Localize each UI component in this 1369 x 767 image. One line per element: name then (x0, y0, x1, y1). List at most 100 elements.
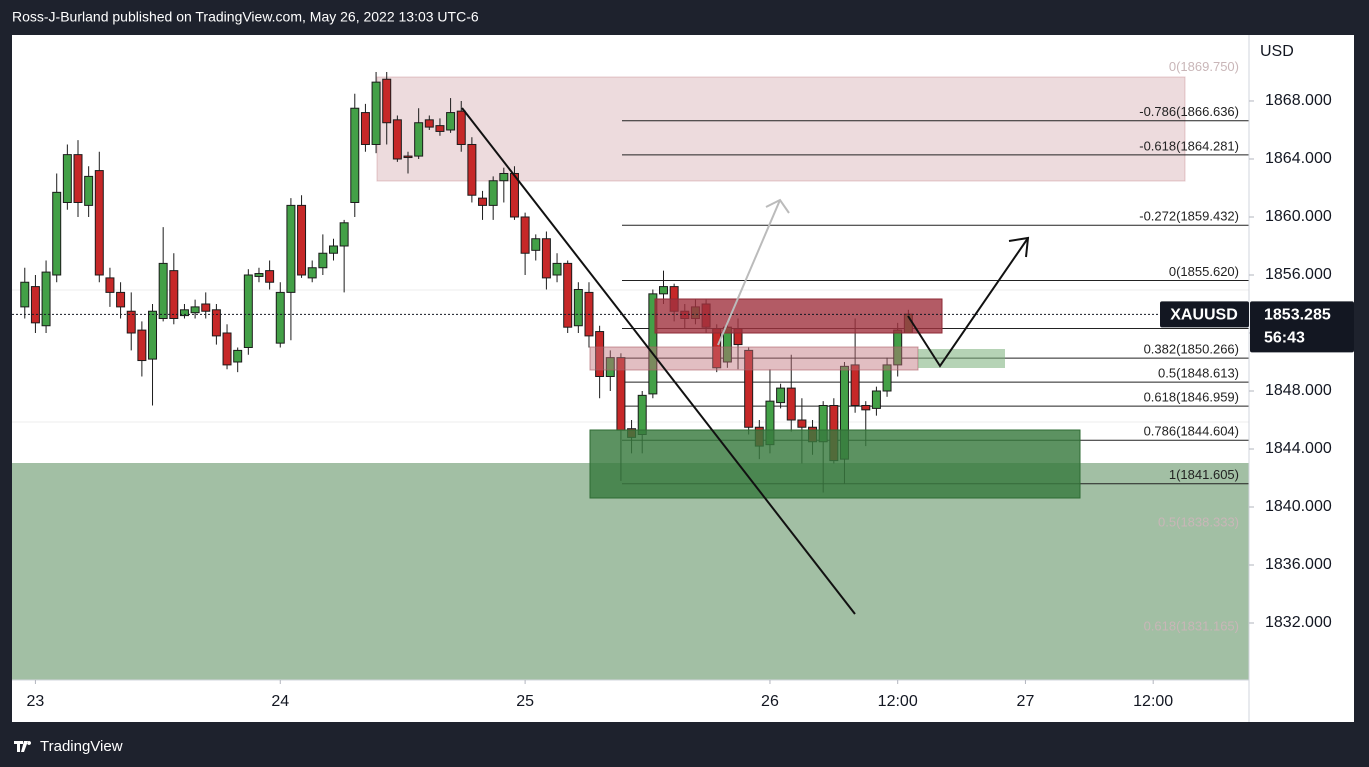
supply-box (654, 298, 943, 334)
candle-body (94, 170, 104, 276)
candle-body (116, 291, 126, 308)
candle-body (211, 309, 221, 337)
candle-body (286, 204, 296, 293)
candle-body (243, 274, 253, 348)
y-tick-label: 1840.000 (1265, 498, 1332, 515)
candle-body (424, 119, 434, 128)
candle-body (414, 122, 424, 157)
candle-body (30, 286, 40, 324)
candle-body (478, 197, 488, 206)
candle-body (850, 364, 860, 406)
candle-body (137, 329, 147, 362)
last-price: XAUUSD 1853.285 56:43 (12, 301, 1354, 353)
brand: TradingView (40, 738, 123, 755)
candle-body (786, 387, 796, 421)
candle-body (744, 349, 754, 428)
x-tick-label: 27 (1017, 693, 1035, 710)
y-tick-label: 1864.000 (1265, 150, 1332, 167)
candle-body (520, 216, 530, 254)
symbol-badge (1160, 301, 1249, 328)
supply-box-light (589, 346, 919, 371)
candle-body (222, 332, 232, 366)
y-tick-label: 1856.000 (1265, 266, 1332, 283)
zones-back (12, 76, 1249, 680)
candle-body (371, 81, 381, 145)
candle-body (105, 277, 115, 293)
fib-label: 0(1855.620) (1169, 264, 1239, 279)
candle-body (456, 110, 466, 145)
y-tick-label: 1844.000 (1265, 440, 1332, 457)
x-tick-label: 23 (27, 693, 45, 710)
y-tick-label: 1860.000 (1265, 208, 1332, 225)
fib-label: -0.272(1859.432) (1139, 209, 1239, 224)
fib-label-faded: 0.5(1838.333) (1158, 515, 1239, 530)
candle-body (84, 175, 94, 206)
arrow-head (765, 198, 790, 214)
fib-label: 0.382(1850.266) (1144, 342, 1239, 357)
candle-body (531, 238, 541, 251)
x-tick-label: 24 (271, 693, 289, 710)
symbol-label: XAUUSD (1170, 307, 1238, 324)
candle-body (41, 271, 51, 327)
candle-body (861, 404, 871, 411)
publisher: Ross-J-Burland published on TradingView.… (12, 9, 479, 25)
candle-body (201, 303, 211, 312)
demand-box (589, 429, 1081, 499)
candle-body (488, 180, 498, 206)
candle-body (509, 172, 519, 218)
fib-label-faded: 0(1869.750) (1169, 59, 1239, 74)
candle-body (499, 172, 509, 182)
candle-body (605, 357, 615, 377)
fib-label: 0.5(1848.613) (1158, 366, 1239, 381)
candle-body (659, 286, 668, 295)
candle-body (595, 331, 605, 377)
fib-label-faded: 0.618(1831.165) (1144, 619, 1239, 634)
price-badge (1250, 301, 1354, 353)
axis-title: USD (1260, 43, 1294, 60)
candle-body (265, 270, 275, 283)
y-tick-label: 1848.000 (1265, 382, 1332, 399)
candle-body (169, 270, 179, 319)
candle-body (797, 419, 807, 428)
candle-body (126, 310, 136, 334)
candle-body (871, 390, 881, 409)
resistance-zone (376, 76, 1186, 182)
candle-body (148, 310, 158, 360)
candle-body (329, 245, 338, 254)
y-tick-label: 1868.000 (1265, 92, 1332, 109)
x-tick-label: 12:00 (1133, 693, 1173, 710)
candle-body (73, 154, 83, 203)
candle-body (882, 364, 892, 392)
candle-body (776, 387, 786, 404)
candle-body (318, 252, 328, 269)
candle-body (20, 281, 30, 308)
candle-body (382, 78, 392, 124)
axes: USD 1832.000 1836.000 1840.000 1844.000 1848… (12, 35, 1332, 722)
candle-body (552, 262, 562, 276)
candle-body (403, 155, 413, 159)
candle-body (52, 191, 62, 276)
y-tick-label: 1836.000 (1265, 556, 1332, 573)
x-tick-label: 26 (761, 693, 779, 710)
candle-body (392, 119, 402, 160)
candle-body (573, 288, 583, 327)
candle-body (541, 238, 551, 279)
candle-body (254, 273, 264, 277)
candle-body (563, 262, 573, 328)
candle-body (350, 107, 360, 203)
fib-label: 0.618(1846.959) (1144, 390, 1239, 405)
path-arrow (907, 237, 1029, 368)
fib-levels: -0.786(1866.636) -0.618(1864.281) -0.272(1… (622, 59, 1249, 634)
candle-body (158, 262, 168, 319)
target-box (918, 349, 1005, 368)
fib-label: -0.786(1866.636) (1139, 104, 1239, 119)
arrow-head (1008, 236, 1030, 258)
brand-logo (14, 741, 32, 752)
candle-body (307, 267, 317, 279)
y-tick-label: 1832.000 (1265, 614, 1332, 631)
candle-body (446, 112, 456, 131)
candle-body (190, 306, 200, 314)
candle-body (435, 125, 445, 132)
